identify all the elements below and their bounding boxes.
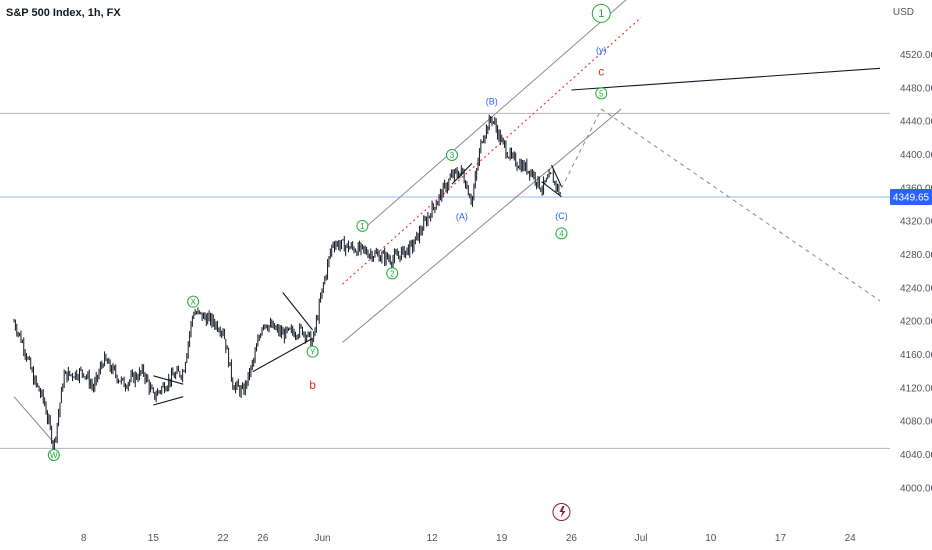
x-tick-label: 24 [845, 533, 857, 544]
pattern-line-9 [153, 396, 184, 406]
y-tick-label: 4160.00 [900, 350, 932, 361]
wave-label-3: Y [306, 345, 319, 358]
wave-circle [445, 149, 458, 161]
y-tick-label: 4080.00 [900, 417, 932, 428]
x-tick-label: 26 [257, 533, 269, 544]
y-tick-label: 4440.00 [900, 117, 932, 128]
y-tick-label: 4320.00 [900, 217, 932, 228]
wave-text: W [50, 451, 58, 460]
x-tick-label: 22 [217, 533, 229, 544]
pattern-line-14 [551, 164, 562, 187]
wave-label-10: (C) [555, 211, 568, 221]
wave-label-5: 1 [356, 219, 369, 232]
wave-text: (B) [486, 97, 498, 107]
y-tick-label: 4200.00 [900, 317, 932, 328]
wave-text: 1 [598, 8, 604, 20]
x-tick-label: 8 [81, 533, 87, 544]
projection-line-5 [561, 108, 602, 189]
x-tick-label: 12 [427, 533, 439, 544]
wave-label-1: W [47, 449, 60, 461]
y-tick-label: 4280.00 [900, 250, 932, 261]
channel-mid-line-3 [342, 17, 642, 285]
wave-labels: W X Yb 1 2 3 (A) (B) (C) 4 5 c (y) 1 [47, 3, 611, 461]
y-tick-label: 4480.00 [900, 83, 932, 94]
horizontal-levels [0, 112, 890, 449]
wave-label-11: 4 [555, 227, 568, 240]
x-tick-label: Jul [635, 533, 648, 544]
wave-label-2: X [187, 295, 200, 308]
y-tick-label: 4240.00 [900, 283, 932, 294]
wave-circle [591, 3, 611, 23]
wave-circle [595, 87, 608, 100]
current-price-text: 4349.65 [893, 192, 930, 203]
wave-text: (y) [596, 45, 607, 55]
x-axis[interactable]: 8 15 22 26 Jun 12 19 26 Jul 10 17 24 [81, 533, 856, 544]
lightning-icon [559, 506, 566, 518]
wave-label-12: 5 [595, 87, 608, 100]
y-tick-label: 4400.00 [900, 150, 932, 161]
y-tick-label: 4040.00 [900, 450, 932, 461]
wave-label-9: (B) [486, 97, 498, 107]
pattern-line-7 [13, 396, 55, 443]
wave-text: 4 [559, 229, 564, 238]
y-tick-label: 4360.00 [900, 183, 932, 194]
pattern-line-11 [282, 292, 314, 331]
y-tick-label: 4000.00 [900, 483, 932, 494]
wave-label-7: 3 [445, 149, 458, 161]
drawing-layer [13, 0, 881, 443]
wave-text: 2 [390, 269, 395, 278]
wave-text: 5 [599, 89, 604, 98]
wave-label-4: b [309, 378, 316, 392]
wave-circle [386, 267, 399, 280]
wave-label-15: 1 [591, 3, 611, 23]
y-tick-label: 4120.00 [900, 383, 932, 394]
x-tick-label: 10 [705, 533, 717, 544]
wave-text: X [191, 298, 197, 307]
x-tick-label: 19 [496, 533, 508, 544]
current-price-badge [890, 188, 932, 205]
wave-text: b [309, 378, 316, 392]
wave-circle [306, 345, 319, 358]
y-axis[interactable]: 4000.00 4040.00 4080.00 4120.00 4160.00 4200.… [900, 50, 932, 494]
x-tick-label: 26 [566, 533, 578, 544]
resistance-line-4 [571, 67, 881, 91]
wave-text: c [598, 65, 604, 79]
x-tick-label: 15 [148, 533, 160, 544]
wave-text: 3 [450, 151, 455, 160]
projection-line-6 [601, 108, 881, 302]
channel-lower-line-2 [342, 108, 622, 343]
pattern-line-12 [451, 162, 473, 185]
y-tick-label: 4520.00 [900, 50, 932, 61]
channel-upper-line-1 [362, 0, 627, 231]
events-icon[interactable] [552, 503, 571, 521]
wave-label-6: 2 [386, 267, 399, 280]
wave-circle [187, 295, 200, 308]
x-tick-label: Jun [315, 533, 331, 544]
wave-label-8: (A) [456, 212, 468, 222]
currency-label: USD [892, 7, 914, 18]
wave-text: 1 [360, 222, 365, 231]
wave-circle [356, 219, 369, 232]
wave-label-14: (y) [596, 45, 607, 55]
x-tick-label: 17 [775, 533, 787, 544]
wave-circle [555, 227, 568, 240]
candles-series [13, 114, 561, 452]
chart-title: S&P 500 Index, 1h, FX [6, 7, 121, 19]
wave-label-13: c [598, 65, 604, 79]
wave-circle [47, 449, 60, 461]
current-price-marker: 4349.65 [890, 188, 932, 205]
pattern-line-10 [252, 337, 313, 373]
wave-text: (C) [555, 211, 568, 221]
wave-text: (A) [456, 212, 468, 222]
wave-text: Y [310, 348, 316, 357]
